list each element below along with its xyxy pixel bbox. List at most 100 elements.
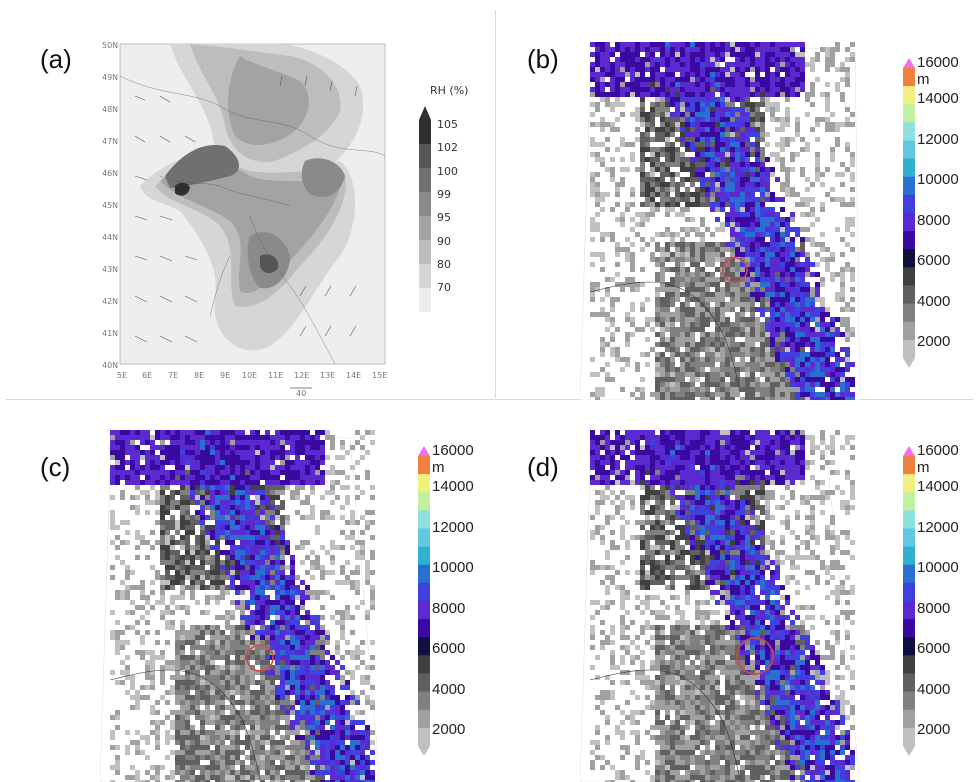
height-colorbar-step <box>418 619 430 638</box>
lat-label: 44N <box>102 233 118 242</box>
lon-label: 11E <box>268 371 283 380</box>
height-colorbar-step <box>418 673 430 693</box>
rh-colorbar-label: 80 <box>437 257 451 271</box>
height-colorbar-step <box>903 321 915 341</box>
lon-label: 9E <box>220 371 230 380</box>
highlight-circle <box>246 644 274 672</box>
height-colorbar-label: 12000 <box>917 518 959 536</box>
height-colorbar-label: 6000 <box>917 640 951 657</box>
height-colorbar-top-label: 16000 m <box>432 442 474 476</box>
height-colorbar-step <box>903 339 915 359</box>
panel-d-label: (d) <box>527 452 559 482</box>
lon-label: 5E <box>117 371 127 380</box>
lat-label: 46N <box>102 169 118 178</box>
horizontal-divider <box>5 399 973 400</box>
lon-label: 7E <box>168 371 178 380</box>
rh-colorbar-step <box>419 216 431 240</box>
rh-colorbar <box>419 106 431 312</box>
height-colorbar-step <box>418 601 430 620</box>
lat-label: 40N <box>102 361 118 370</box>
highlight-circle <box>722 257 748 283</box>
height-colorbar-step <box>418 456 430 475</box>
height-colorbar-step <box>903 727 915 747</box>
lat-label: 49N <box>102 73 118 82</box>
rh-map: 50N 49N 48N 47N 46N 45N 44N 43N 42N 41N … <box>102 41 387 396</box>
height-colorbar-top-label: 16000 m <box>917 54 959 88</box>
height-colorbar-label: 8000 <box>917 211 951 229</box>
height-colorbar-label: 4000 <box>432 680 466 698</box>
rh-colorbar-step <box>419 240 431 264</box>
height-colorbar-step <box>903 601 915 620</box>
lat-labels: 50N 49N 48N 47N 46N 45N 44N 43N 42N 41N … <box>102 41 118 370</box>
ref-vector-label: 40 <box>296 389 306 396</box>
height-colorbar-step <box>903 709 915 729</box>
height-colorbar-label: 14000 <box>432 478 474 495</box>
lon-label: 10E <box>242 371 257 380</box>
lon-label: 12E <box>294 371 309 380</box>
height-colorbar-label: 10000 <box>917 171 959 188</box>
rh-colorbar-title: RH (%) <box>430 84 469 97</box>
height-colorbar-step <box>418 727 430 747</box>
rh-colorbar-label: 100 <box>437 164 458 178</box>
rh-colorbar-step <box>419 144 431 168</box>
rh-colorbar-step <box>419 264 431 288</box>
height-colorbar-label: 6000 <box>917 252 951 269</box>
lat-label: 41N <box>102 329 118 338</box>
height-colorbar-strip <box>903 58 915 368</box>
height-colorbar-step <box>903 303 915 323</box>
height-colorbar-step <box>903 68 915 87</box>
height-colorbar-label: 14000 <box>917 478 959 495</box>
wind-vectors <box>134 75 358 343</box>
height-colorbar-label: 10000 <box>917 559 959 576</box>
height-colorbar-step <box>903 158 915 178</box>
height-colorbar-label: 8000 <box>917 599 951 617</box>
panel-c-label: (c) <box>40 452 71 482</box>
lon-label: 6E <box>142 371 152 380</box>
rh-colorbar-step <box>419 192 431 216</box>
height-colorbar-step <box>903 691 915 711</box>
height-colorbar-step <box>903 546 915 566</box>
highlight-circle <box>736 637 774 675</box>
rh-colorbar-step <box>419 120 431 144</box>
lat-label: 43N <box>102 265 118 274</box>
rh-colorbar-label: 102 <box>437 141 458 155</box>
height-colorbar-label: 10000 <box>432 559 474 576</box>
lat-label: 42N <box>102 297 118 306</box>
height-colorbar-step <box>903 456 915 475</box>
panel-a-label: (a) <box>40 44 72 74</box>
height-colorbar-step <box>903 249 915 268</box>
height-colorbar-step <box>903 582 915 602</box>
lon-label: 14E <box>346 371 361 380</box>
height-colorbar-step <box>903 176 915 196</box>
radar-map-d <box>580 430 860 782</box>
height-colorbar-label: 2000 <box>917 333 951 350</box>
height-colorbar-step <box>903 213 915 232</box>
height-colorbar-step <box>903 673 915 693</box>
lat-label: 50N <box>102 41 118 50</box>
rh-colorbar-label: 95 <box>437 211 451 225</box>
lon-label: 8E <box>194 371 204 380</box>
radar-map-b <box>580 42 860 400</box>
lat-label: 45N <box>102 201 118 210</box>
height-colorbar-label: 4000 <box>917 680 951 698</box>
vertical-divider <box>495 10 496 398</box>
height-colorbar-step <box>903 140 915 160</box>
height-colorbar-step <box>903 619 915 638</box>
panel-b-label: (b) <box>527 44 559 74</box>
lat-label: 48N <box>102 105 118 114</box>
height-colorbar-label: 12000 <box>917 130 959 148</box>
rh-colorbar-step <box>419 168 431 192</box>
rh-colorbar-label: 70 <box>437 281 451 295</box>
height-colorbar-step <box>418 709 430 729</box>
height-colorbar-label: 8000 <box>432 599 466 617</box>
height-colorbar-step <box>903 267 915 286</box>
height-colorbar-step <box>903 86 915 105</box>
height-colorbar-step <box>418 582 430 602</box>
rh-colorbar-label: 105 <box>437 118 458 131</box>
height-colorbar-label: 2000 <box>917 721 951 738</box>
height-colorbar-label: 12000 <box>432 518 474 536</box>
height-colorbar-label: 14000 <box>917 90 959 107</box>
height-colorbar-step <box>418 655 430 674</box>
height-colorbar-step <box>418 691 430 711</box>
height-colorbar-label: 2000 <box>432 721 466 738</box>
